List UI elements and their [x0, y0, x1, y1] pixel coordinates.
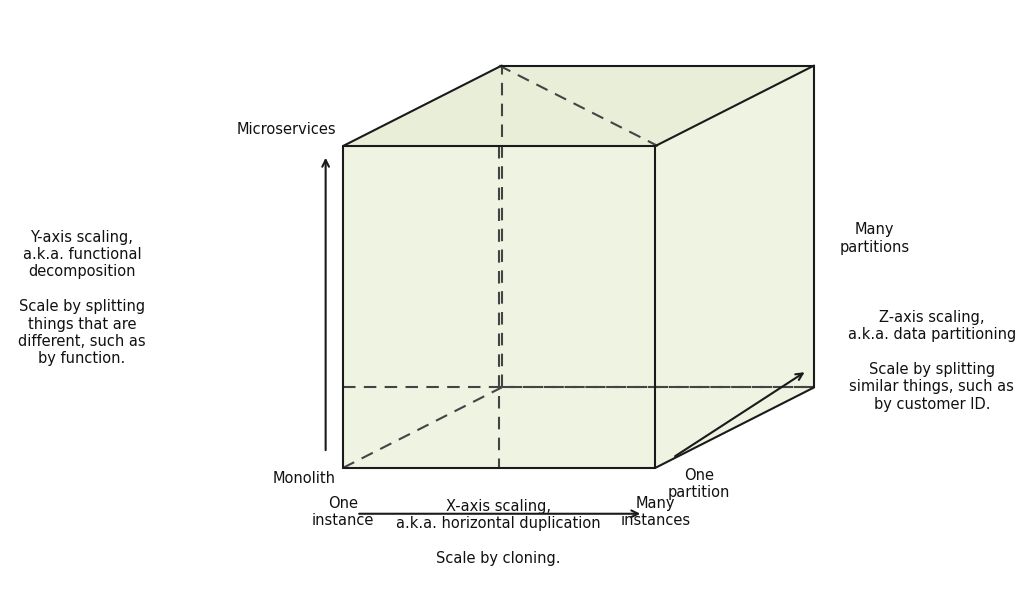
Text: Many
partitions: Many partitions — [840, 222, 909, 254]
Text: Many
instances: Many instances — [621, 496, 690, 528]
Text: Z-axis scaling,
a.k.a. data partitioning

Scale by splitting
similar things, suc: Z-axis scaling, a.k.a. data partitioning… — [848, 309, 1016, 412]
Polygon shape — [343, 66, 814, 146]
Text: Y-axis scaling,
a.k.a. functional
decomposition

Scale by splitting
things that : Y-axis scaling, a.k.a. functional decomp… — [18, 229, 145, 367]
Text: One
instance: One instance — [312, 496, 374, 528]
Text: One
partition: One partition — [668, 468, 730, 500]
Text: Microservices: Microservices — [237, 122, 336, 137]
Text: Monolith: Monolith — [272, 471, 336, 486]
Text: X-axis scaling,
a.k.a. horizontal duplication

Scale by cloning.: X-axis scaling, a.k.a. horizontal duplic… — [396, 499, 601, 566]
Polygon shape — [343, 146, 655, 468]
Polygon shape — [655, 66, 814, 468]
